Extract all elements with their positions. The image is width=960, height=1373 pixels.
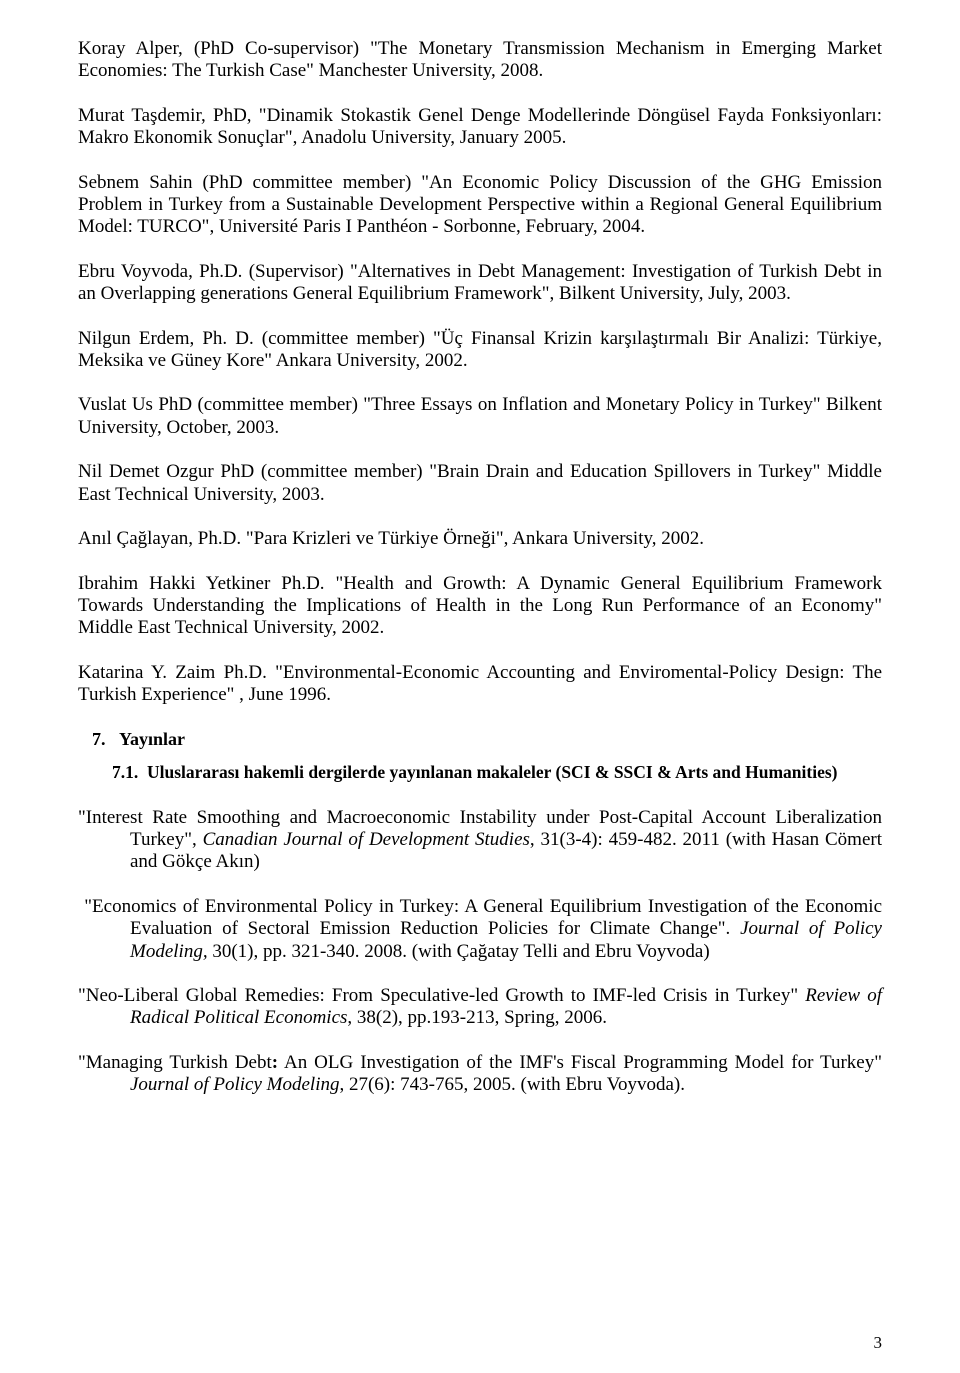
pub-text: , 27(6): 743-765, 2005. (with Ebru Voyvo… [339, 1074, 685, 1095]
publication-entry: "Managing Turkish Debt: An OLG Investiga… [78, 1052, 882, 1097]
subsection-title: Uluslararası hakemli dergilerde yayınlan… [147, 762, 837, 782]
pub-text: "Neo-Liberal Global Remedies: From Specu… [78, 985, 805, 1006]
section-heading: 7. Yayınlar [78, 729, 882, 750]
pub-text: An OLG Investigation of the IMF's Fiscal… [278, 1052, 882, 1073]
pub-text: 30(1), pp. 321-340. 2008. (with Çağatay … [208, 941, 710, 962]
publication-entry: "Economics of Environmental Policy in Tu… [78, 896, 882, 963]
subsection-heading: 7.1. Uluslararası hakemli dergilerde yay… [78, 762, 882, 783]
cv-page: Koray Alper, (PhD Co-supervisor) "The Mo… [0, 0, 960, 1373]
pub-journal: Journal of Policy Modeling [130, 1074, 339, 1095]
publication-entry: "Neo-Liberal Global Remedies: From Specu… [78, 985, 882, 1030]
thesis-entry: Koray Alper, (PhD Co-supervisor) "The Mo… [78, 38, 882, 83]
thesis-entry: Anıl Çağlayan, Ph.D. "Para Krizleri ve T… [78, 528, 882, 550]
pub-journal: Canadian Journal of Development Studies [203, 829, 530, 850]
pub-text: , 38(2), pp.193-213, Spring, 2006. [347, 1007, 607, 1028]
thesis-entry: Vuslat Us PhD (committee member) "Three … [78, 394, 882, 439]
thesis-entry: Ibrahim Hakki Yetkiner Ph.D. "Health and… [78, 573, 882, 640]
thesis-entry: Ebru Voyvoda, Ph.D. (Supervisor) "Altern… [78, 261, 882, 306]
publication-entry: "Interest Rate Smoothing and Macroeconom… [78, 807, 882, 874]
section-title: Yayınlar [119, 729, 185, 749]
pub-text: "Managing Turkish Debt [78, 1052, 272, 1073]
thesis-entry: Sebnem Sahin (PhD committee member) "An … [78, 172, 882, 239]
thesis-entry: Murat Taşdemir, PhD, "Dinamik Stokastik … [78, 105, 882, 150]
section-number: 7. [92, 729, 106, 749]
thesis-entry: Katarina Y. Zaim Ph.D. "Environmental-Ec… [78, 662, 882, 707]
thesis-entry: Nil Demet Ozgur PhD (committee member) "… [78, 461, 882, 506]
subsection-number: 7.1. [112, 762, 138, 782]
thesis-entry: Nilgun Erdem, Ph. D. (committee member) … [78, 328, 882, 373]
page-number: 3 [874, 1333, 883, 1353]
